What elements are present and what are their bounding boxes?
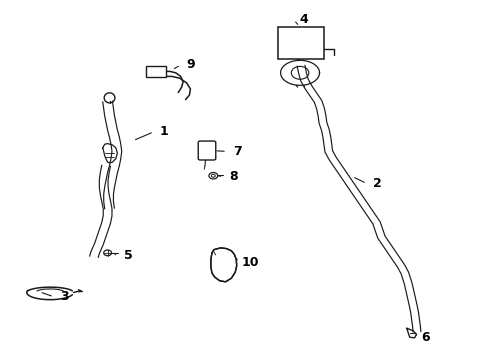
Text: 8: 8 — [229, 170, 238, 183]
Text: 6: 6 — [421, 332, 430, 345]
FancyBboxPatch shape — [146, 66, 166, 77]
Text: 9: 9 — [187, 58, 195, 72]
Bar — [278, 27, 324, 59]
Text: 1: 1 — [160, 125, 169, 138]
Text: 2: 2 — [373, 177, 381, 190]
Text: 10: 10 — [241, 256, 259, 269]
Polygon shape — [211, 248, 237, 282]
Text: 4: 4 — [299, 13, 308, 27]
Text: 3: 3 — [60, 290, 69, 303]
Text: 7: 7 — [233, 145, 242, 158]
Text: 5: 5 — [124, 249, 133, 262]
FancyBboxPatch shape — [198, 141, 216, 160]
